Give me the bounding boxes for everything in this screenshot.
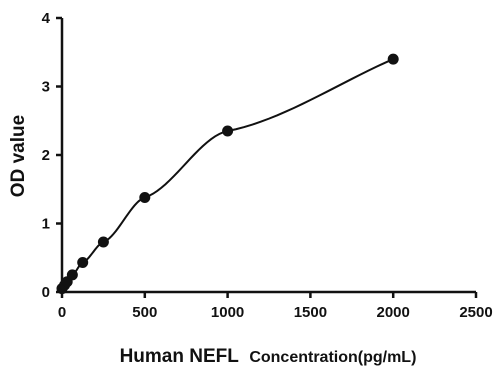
data-points xyxy=(56,53,399,295)
x-tick-label: 500 xyxy=(132,304,157,321)
y-tick-label: 2 xyxy=(42,147,50,164)
y-tick-label: 1 xyxy=(42,216,50,233)
x-axis-label: Human NEFL Concentration(pg/mL) xyxy=(120,346,417,367)
x-tick-label: 1000 xyxy=(211,304,244,321)
data-point xyxy=(66,269,78,281)
y-tick-label: 3 xyxy=(42,79,50,96)
data-point xyxy=(387,53,399,65)
y-tick-label: 4 xyxy=(42,10,51,27)
ticks: 0 1 2 3 4 0 500 1000 1500 2000 2500 xyxy=(42,10,493,321)
fit-curve-layer xyxy=(61,58,394,290)
data-point xyxy=(77,257,89,269)
x-axis-label-main: Human NEFL xyxy=(120,346,240,367)
x-tick-label: 2500 xyxy=(459,304,492,321)
data-point xyxy=(97,236,109,248)
data-point xyxy=(222,125,234,137)
x-tick-label: 2000 xyxy=(377,304,410,321)
y-tick-label: 0 xyxy=(42,284,50,301)
data-point xyxy=(139,191,151,203)
x-tick-label: 1500 xyxy=(294,304,327,321)
x-tick-label: 0 xyxy=(58,304,66,321)
axes xyxy=(60,18,476,294)
x-axis-label-sub: Concentration(pg/mL) xyxy=(249,349,416,366)
fit-curve xyxy=(61,58,394,290)
y-axis-label: OD value xyxy=(8,115,29,197)
